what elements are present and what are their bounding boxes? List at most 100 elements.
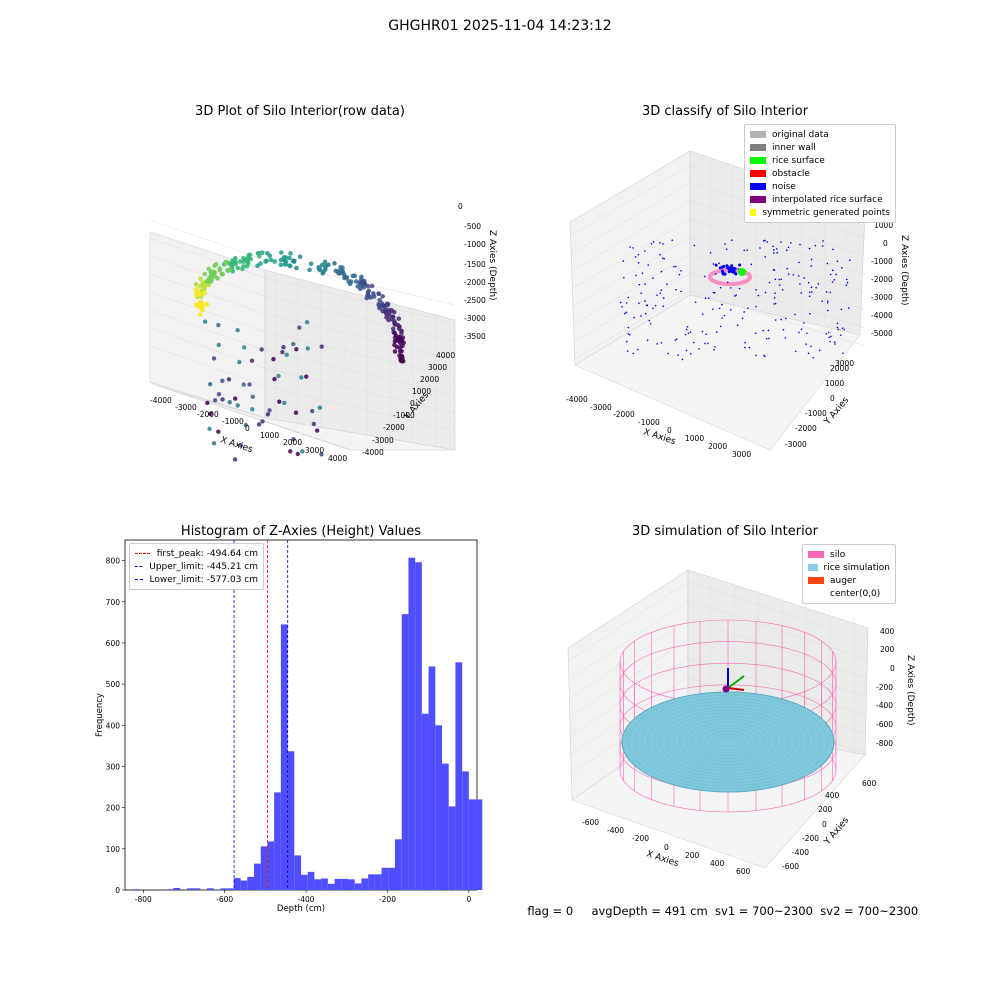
rice-mesh-line (711, 733, 745, 751)
noise-point (826, 262, 829, 265)
sim-xtick: -600 (582, 818, 599, 827)
noise-point (718, 262, 720, 265)
noise-point (692, 341, 695, 344)
data-point (366, 288, 372, 294)
data-point (202, 284, 208, 290)
data-point (307, 267, 312, 273)
data-point (220, 397, 225, 402)
noise-point (681, 358, 684, 361)
data-point (288, 449, 293, 454)
noise-point (817, 283, 820, 285)
grid-line (571, 272, 691, 344)
data-point (272, 259, 277, 264)
noise-point (833, 341, 836, 343)
data-point (393, 321, 398, 327)
cls-xtick: 2000 (708, 442, 727, 451)
data-point (241, 345, 247, 350)
noise-point (666, 283, 668, 286)
data-point (256, 250, 262, 256)
data-point (332, 261, 337, 266)
grid-line (149, 291, 266, 333)
noise-point (821, 300, 824, 303)
data-point (250, 407, 255, 412)
data-point (241, 264, 246, 269)
raw-ytick: -4000 (362, 448, 384, 457)
noise-point (846, 281, 849, 284)
noise-point (784, 337, 787, 339)
noise-point (741, 317, 744, 320)
raw-xtick: 1000 (260, 431, 279, 440)
noise-point (694, 301, 697, 304)
x-tick-label: -800 (135, 895, 152, 904)
noise-point (698, 348, 700, 350)
data-point (392, 338, 398, 344)
sim-ztick: -400 (876, 701, 893, 710)
noise-point (772, 245, 774, 248)
data-point (392, 330, 398, 336)
noise-point (725, 248, 728, 251)
noise-point (662, 243, 664, 245)
data-point (377, 297, 382, 303)
cls-xtick: -3000 (590, 403, 612, 412)
noise-point (627, 326, 630, 329)
histogram-bar (206, 888, 214, 890)
legend-entry: noise (750, 180, 890, 193)
noise-point (748, 346, 751, 349)
grid-line (149, 237, 266, 279)
legend-entry: Upper_limit: -445.21 cm (135, 560, 258, 573)
noise-point (836, 260, 839, 263)
histogram-bar (193, 888, 201, 890)
legend-label: Lower_limit: -577.03 cm (149, 574, 258, 585)
data-point (396, 316, 402, 321)
noise-point (628, 333, 631, 336)
histogram-bar (173, 887, 181, 890)
noise-point (826, 301, 829, 304)
noise-point (848, 307, 850, 309)
noise-point (674, 339, 677, 341)
noise-point (808, 295, 811, 297)
data-point (293, 410, 299, 415)
noise-point (778, 284, 781, 286)
noise-point (780, 278, 782, 280)
noise-point (768, 337, 770, 340)
data-point (198, 312, 203, 317)
noise-point (626, 350, 629, 352)
data-point (297, 325, 302, 330)
noise-point (755, 289, 757, 291)
data-point (371, 294, 377, 299)
legend-entry: rice simulation (808, 561, 890, 574)
noise-point (808, 291, 811, 294)
noise-point (638, 302, 640, 305)
cls-zlabel: Z Axies (Depth) (899, 235, 909, 306)
data-point (202, 290, 207, 296)
noise-point (727, 266, 731, 270)
noise-point (723, 314, 726, 317)
histogram-bar (314, 879, 322, 890)
histogram-bar (354, 883, 362, 890)
data-point (365, 283, 371, 289)
legend-swatch (808, 551, 824, 558)
noise-point (743, 311, 745, 313)
legend-label: auger (830, 575, 857, 586)
x-tick-label: -200 (379, 895, 396, 904)
hist-xlabel: Depth (cm) (277, 904, 325, 914)
noise-point (780, 318, 783, 321)
histogram-title: Histogram of Z-Axies (Height) Values (180, 524, 422, 539)
raw-xlabel: X Axies (219, 435, 254, 455)
cls-ztick: 1000 (874, 221, 893, 230)
noise-point (766, 241, 768, 243)
histogram-bar (307, 871, 315, 890)
cls-ytick: 0 (830, 394, 835, 403)
noise-point (814, 244, 817, 247)
noise-point (713, 291, 716, 294)
data-point (357, 280, 362, 285)
raw-ztick: 0 (458, 202, 463, 211)
raw-ytick: 0 (410, 399, 415, 408)
noise-point (685, 328, 688, 331)
histogram-bar (475, 799, 483, 890)
noise-point (781, 288, 784, 291)
noise-point (798, 331, 800, 334)
noise-point (623, 276, 625, 279)
data-point (280, 349, 285, 355)
legend-line (135, 553, 150, 554)
